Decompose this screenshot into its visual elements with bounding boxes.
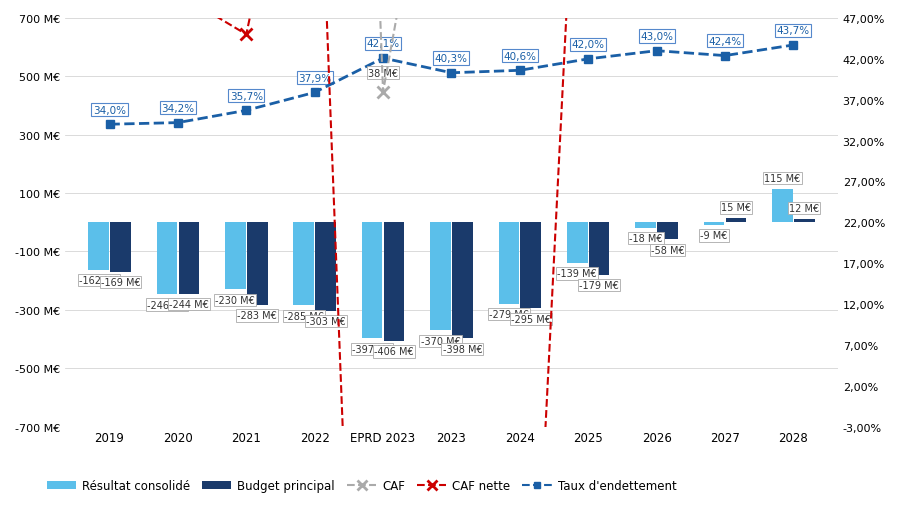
Text: 199 M€: 199 M€ [0,504,1,505]
Bar [589,223,609,275]
Text: -398 M€: -398 M€ [443,344,482,355]
Text: -246 M€: -246 M€ [147,300,187,310]
Bar [88,223,109,270]
Bar [225,223,246,290]
Text: 289 M€: 289 M€ [0,504,1,505]
Text: 43,0%: 43,0% [640,32,673,42]
Text: -370 M€: -370 M€ [420,336,461,346]
Bar [520,223,541,309]
Text: 42,4%: 42,4% [708,37,742,47]
Text: 257 M€: 257 M€ [0,504,1,505]
Bar [499,223,519,304]
Text: -303 M€: -303 M€ [306,317,346,327]
Text: 404 M€: 404 M€ [0,504,1,505]
Text: 40,6%: 40,6% [503,52,536,62]
Bar [772,189,793,223]
Text: -285 M€: -285 M€ [284,312,324,321]
Text: 42,1%: 42,1% [366,39,400,49]
Text: 37,9%: 37,9% [298,74,331,83]
Bar [635,223,656,228]
Text: 43,7%: 43,7% [777,26,810,36]
Text: 84 M€: 84 M€ [0,504,1,505]
Text: -18 M€: -18 M€ [629,234,662,243]
Bar [293,223,314,306]
Bar [383,223,404,341]
Bar [178,223,199,294]
Text: 15 M€: 15 M€ [721,203,751,213]
Text: -9 M€: -9 M€ [700,231,728,241]
Bar [657,223,678,240]
Bar [247,223,267,306]
Text: -397 M€: -397 M€ [352,344,392,354]
Bar [110,223,130,272]
Bar [315,223,336,311]
Text: 156 M€: 156 M€ [0,504,1,505]
Text: 507 M€: 507 M€ [0,504,1,505]
Bar [704,223,725,225]
Text: -406 M€: -406 M€ [374,346,414,357]
Text: 195 M€: 195 M€ [0,504,1,505]
Text: -162 M€: -162 M€ [78,276,119,285]
Bar [430,223,451,331]
Text: 34,2%: 34,2% [161,104,194,114]
Text: 35,7%: 35,7% [230,91,263,102]
Text: 34,0%: 34,0% [93,106,126,115]
Bar [157,223,177,294]
Text: -295 M€: -295 M€ [511,314,551,324]
Bar [794,219,814,223]
Text: -244 M€: -244 M€ [169,299,209,310]
Text: 38 M€: 38 M€ [368,69,398,78]
Text: -139 M€: -139 M€ [557,269,597,279]
Text: -169 M€: -169 M€ [101,278,140,288]
Text: -283 M€: -283 M€ [238,311,277,321]
Bar [362,223,382,338]
Bar [452,223,472,339]
Text: -230 M€: -230 M€ [215,295,256,306]
Text: 115 M€: 115 M€ [764,174,800,184]
Bar [725,219,746,223]
Text: 173 M€: 173 M€ [0,504,1,505]
Text: -58 M€: -58 M€ [651,245,684,255]
Legend: Résultat consolidé, Budget principal, CAF, CAF nette, Taux d'endettement: Résultat consolidé, Budget principal, CA… [42,474,681,496]
Text: -179 M€: -179 M€ [580,281,619,290]
Bar [567,223,588,263]
Text: 42,0%: 42,0% [572,40,605,50]
Text: 40,3%: 40,3% [435,54,468,64]
Text: 511 M€: 511 M€ [0,504,1,505]
Text: -279 M€: -279 M€ [489,310,529,320]
Text: 12 M€: 12 M€ [789,204,819,214]
